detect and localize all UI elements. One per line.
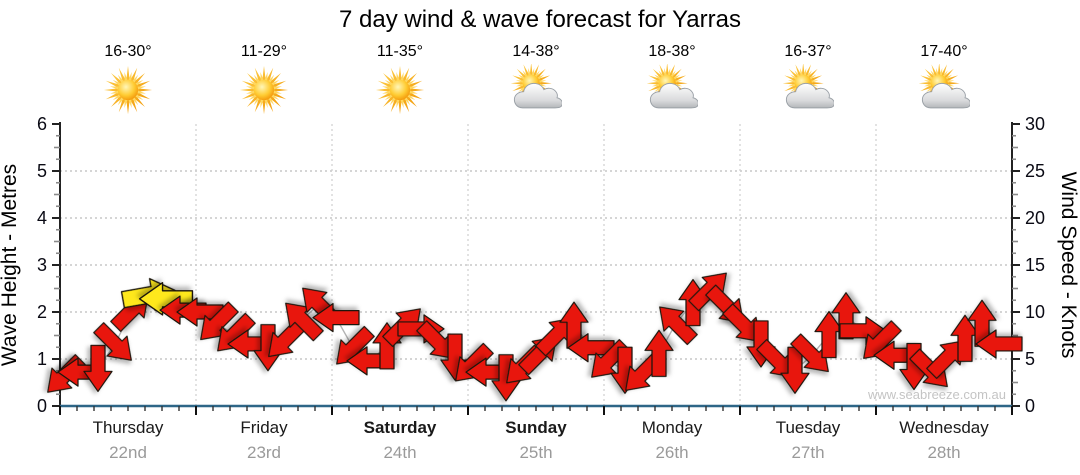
right-axis-tick-label: 25 xyxy=(1025,161,1045,181)
day-temperature: 11-29° xyxy=(241,43,287,60)
right-axis-label: Wind Speed - Knots xyxy=(1057,172,1080,359)
day-date-label: 25th xyxy=(519,443,552,462)
day-temperature: 11-35° xyxy=(377,43,423,60)
chart-title: 7 day wind & wave forecast for Yarras xyxy=(339,6,741,33)
wind-direction-arrow xyxy=(416,320,455,359)
wind-direction-arrow xyxy=(950,314,980,362)
wind-direction-arrow xyxy=(780,346,810,394)
day-name-label: Monday xyxy=(642,418,703,437)
day-date-label: 27th xyxy=(791,443,824,462)
day-name-label: Saturday xyxy=(364,418,437,437)
right-axis-tick-label: 15 xyxy=(1025,255,1045,275)
day-date-label: 23rd xyxy=(247,443,281,462)
wind-direction-arrow xyxy=(285,302,324,342)
left-axis-tick-label: 2 xyxy=(37,302,47,322)
day-date-label: 28th xyxy=(927,443,960,462)
day-header-layer: 16-30° Thursday 22nd 11-29° Friday 23rd 11-35°… xyxy=(93,43,990,462)
wind-direction-arrow xyxy=(814,310,844,359)
left-axis-tick-label: 6 xyxy=(37,114,47,134)
wind-direction-arrow xyxy=(312,303,360,333)
wind-series-layer xyxy=(47,272,1023,402)
left-axis-tick-label: 1 xyxy=(37,349,47,369)
wind-direction-arrow xyxy=(567,333,615,363)
wind-direction-arrow xyxy=(93,322,132,361)
sun-behind-cloud-icon xyxy=(510,64,562,109)
left-axis-tick-label: 3 xyxy=(37,255,47,275)
wind-direction-arrow xyxy=(975,329,1023,359)
wind-direction-arrow xyxy=(688,272,727,312)
sun-behind-cloud-icon xyxy=(646,64,698,109)
right-axis-tick-label: 0 xyxy=(1025,396,1035,416)
sun-behind-cloud-icon xyxy=(782,64,834,109)
left-axis-tick-label: 0 xyxy=(37,396,47,416)
day-temperature: 16-37° xyxy=(784,43,831,60)
watermark: www.seabreeze.com.au xyxy=(867,387,1006,402)
right-axis-tick-label: 20 xyxy=(1025,208,1045,228)
right-axis-tick-label: 10 xyxy=(1025,302,1045,322)
wind-direction-arrow xyxy=(659,306,698,346)
day-date-label: 24th xyxy=(383,443,416,462)
left-axis-tick-label: 4 xyxy=(37,208,47,228)
sun-behind-cloud-icon xyxy=(918,64,970,109)
day-temperature: 18-38° xyxy=(648,43,695,60)
wind-direction-arrow xyxy=(83,344,113,392)
sun-icon xyxy=(375,65,425,115)
axes-layer: 0 1 2 3 4 5 6 0 5 10 15 20 25 30 xyxy=(37,114,1045,416)
day-date-label: 26th xyxy=(655,443,688,462)
day-name-label: Thursday xyxy=(93,418,164,437)
left-axis-tick-label: 5 xyxy=(37,161,47,181)
day-date-label: 22nd xyxy=(109,443,147,462)
wind-direction-arrow xyxy=(644,329,674,377)
sun-icon xyxy=(239,65,289,115)
right-axis-tick-label: 5 xyxy=(1025,349,1035,369)
day-temperature: 16-30° xyxy=(104,43,151,60)
day-name-label: Friday xyxy=(240,418,288,437)
day-name-label: Tuesday xyxy=(776,418,841,437)
day-temperature: 14-38° xyxy=(512,43,559,60)
day-name-label: Sunday xyxy=(505,418,567,437)
wind-direction-arrow xyxy=(790,333,829,373)
sun-icon xyxy=(103,65,153,115)
right-axis-tick-label: 30 xyxy=(1025,114,1045,134)
day-name-label: Wednesday xyxy=(899,418,989,437)
day-temperature: 17-40° xyxy=(920,43,967,60)
wind-direction-arrow xyxy=(722,303,761,343)
left-axis-label: Wave Height - Metres xyxy=(0,164,21,366)
